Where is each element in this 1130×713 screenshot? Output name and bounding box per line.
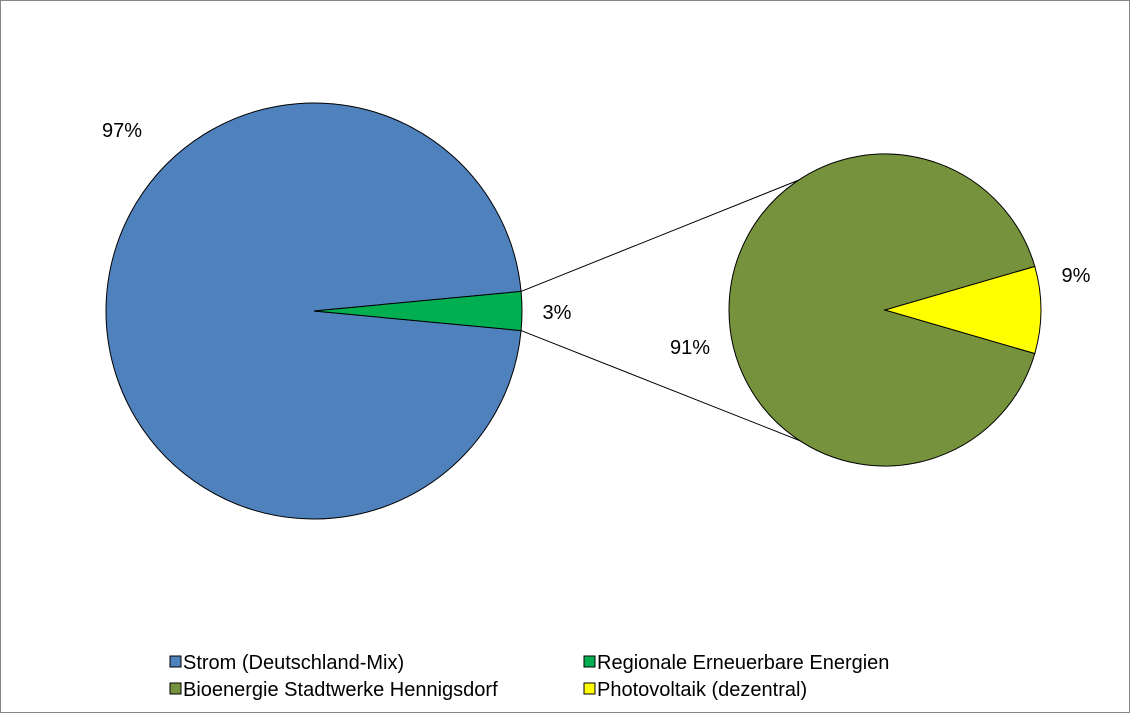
legend-label-bioenergie: Bioenergie Stadtwerke Hennigsdorf [183,679,498,701]
pie-slice-bioenergie-stadtwerke-hennigsdorf [728,153,1036,467]
legend-item-photovoltaik: Photovoltaik (dezentral) [583,679,807,701]
data-label-photovoltaik: 9% [1062,265,1091,287]
legend-label-photovoltaik: Photovoltaik (dezentral) [597,679,807,701]
pie-slice-photovoltaik-dezentral [883,265,1042,355]
secondary-pie [728,153,1042,467]
primary-pie [105,102,523,520]
legend-item-bioenergie: Bioenergie Stadtwerke Hennigsdorf [169,679,498,701]
legend-swatch-strom [169,655,182,668]
legend-item-regionale: Regionale Erneuerbare Energien [583,652,889,674]
legend-label-strom: Strom (Deutschland-Mix) [183,652,404,674]
data-label-bioenergie: 91% [670,337,710,359]
legend-swatch-photovoltaik [583,682,596,695]
pie-slice-regionale-erneuerbare-energien [313,290,523,332]
legend-item-strom: Strom (Deutschland-Mix) [169,652,404,674]
data-label-regionale: 3% [543,302,572,324]
legend-swatch-regionale [583,655,596,668]
data-label-strom: 97% [102,120,142,142]
legend: Strom (Deutschland-Mix) Regionale Erneue… [169,652,889,701]
legend-swatch-bioenergie [169,682,182,695]
legend-label-regionale: Regionale Erneuerbare Energien [597,652,889,674]
pie-slice-strom-deutschland-mix [105,102,522,520]
